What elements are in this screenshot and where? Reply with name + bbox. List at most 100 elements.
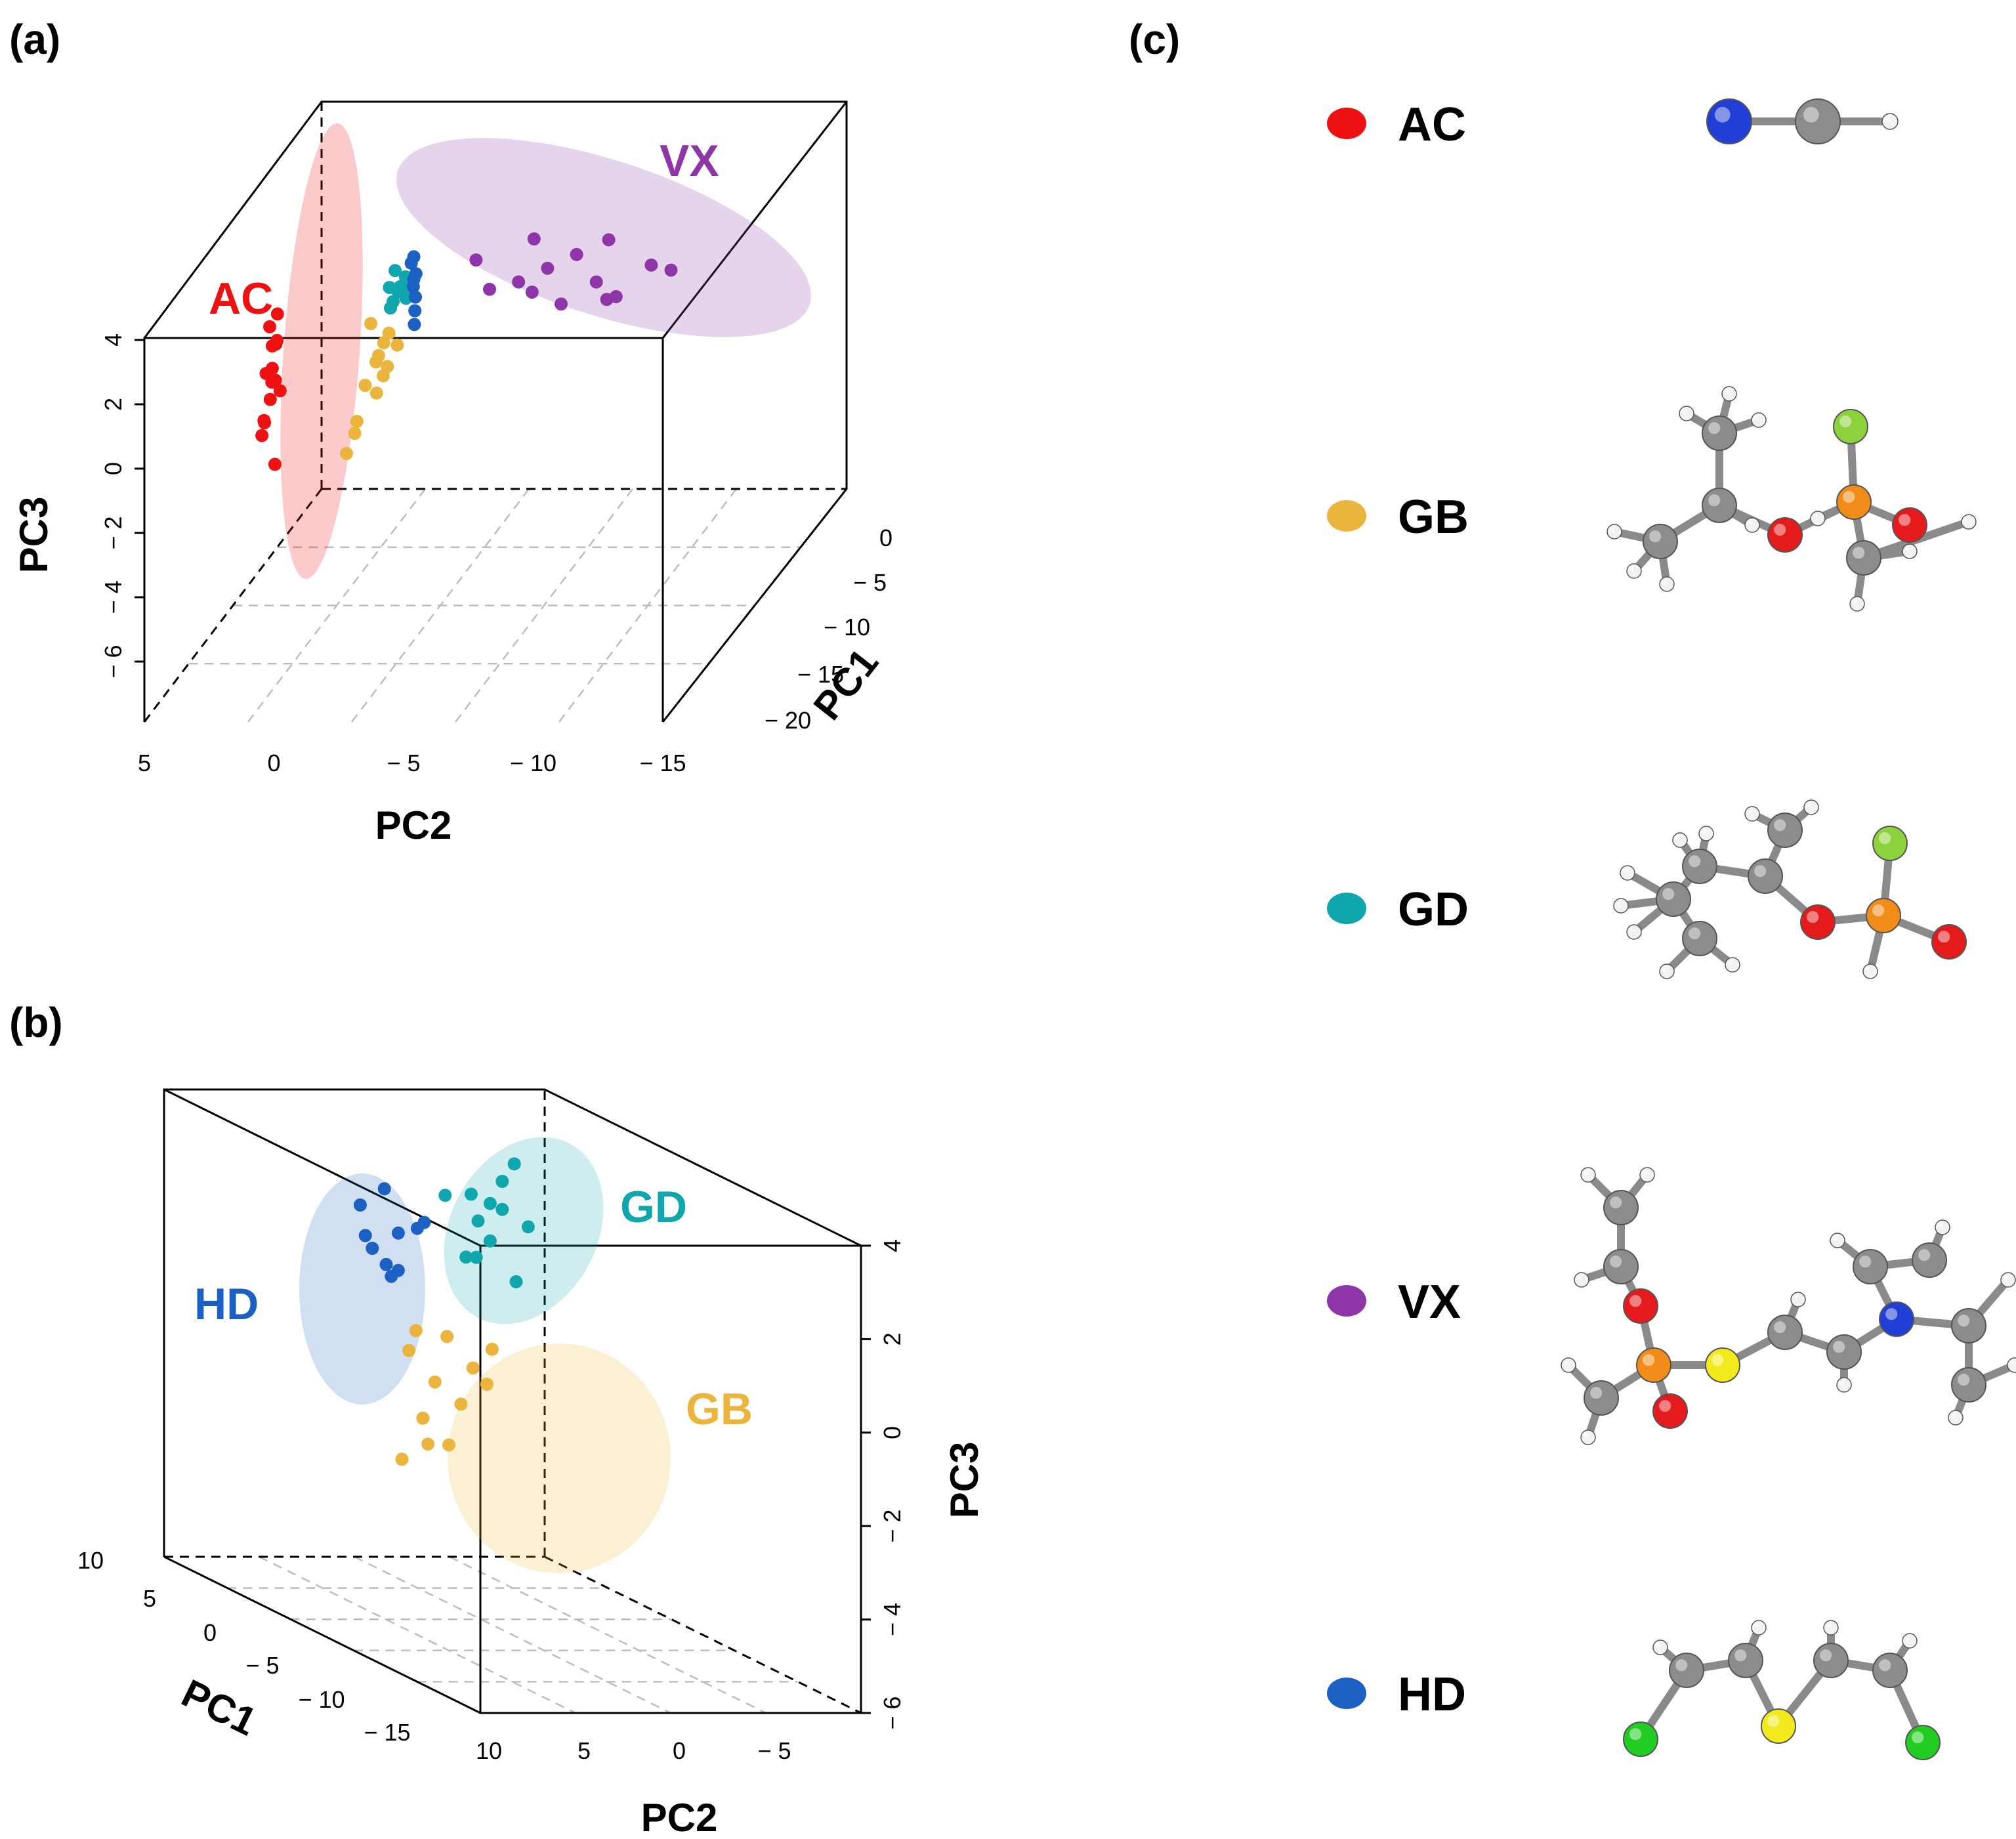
gd-point [495, 1175, 509, 1188]
x-tick-label: 0 [267, 750, 280, 776]
y-tick-label: − 10 [298, 1686, 345, 1713]
ac-point [263, 320, 276, 333]
grid-line [354, 1555, 671, 1714]
z-tick-label: − 6 [100, 645, 127, 678]
y-tick-label: − 15 [364, 1719, 410, 1746]
vx-point [602, 233, 616, 247]
gd-point [384, 301, 397, 315]
y-tick-label: 5 [143, 1585, 156, 1612]
y-tick-label: − 20 [765, 707, 811, 734]
panel-a-x-axis-title: PC2 [375, 803, 452, 847]
gd-point [495, 1202, 509, 1216]
gd-molecule-image [1613, 799, 1967, 979]
grid-line [449, 1555, 766, 1714]
y-tick-label: − 10 [824, 614, 870, 641]
legend-label-hd: HD [1398, 1668, 1466, 1721]
vx-point [570, 247, 583, 261]
grid-line [558, 488, 737, 723]
gd-point [469, 1250, 483, 1264]
gb-point [395, 1452, 409, 1466]
vx-point [664, 263, 678, 277]
panel-a-points [255, 232, 678, 471]
vx-point [525, 285, 539, 299]
y-tick-label: − 15 [797, 661, 844, 688]
hd-molecule-image [1623, 1620, 1941, 1760]
legend-marker-vx [1327, 1285, 1366, 1317]
x-tick-label: 0 [673, 1737, 686, 1764]
ac-point [263, 392, 277, 406]
vx-point [600, 293, 614, 306]
gd-point [459, 1250, 473, 1264]
vx-point [555, 297, 568, 311]
legend-marker-hd [1327, 1678, 1366, 1709]
hd-point [391, 1226, 405, 1240]
cluster-label-hd: HD [194, 1279, 259, 1329]
hd-point [409, 267, 423, 281]
z-tick-label: 0 [100, 462, 127, 475]
panel-a-box-edge [662, 101, 848, 339]
vx-point [527, 232, 541, 245]
hd-point [379, 1258, 393, 1271]
ac-point [255, 429, 269, 442]
legend-label-vx: VX [1398, 1276, 1461, 1328]
gd-point [383, 281, 396, 294]
y-tick-label: 10 [77, 1547, 104, 1574]
x-tick-label: − 5 [757, 1737, 791, 1764]
panel-a-front-face [143, 337, 664, 722]
hd-point [410, 1221, 424, 1235]
panel-b-plot: GD HD GB 4 2 0 − 2 − 4 − 6 10 5 0 − 5 10 5 0 − 5 − 1… [77, 1088, 986, 1839]
gb-point [358, 379, 372, 392]
panel-label-a: (a) [9, 16, 60, 63]
x-tick-label: 10 [476, 1737, 502, 1764]
gb-point [466, 1361, 480, 1375]
cluster-label-gb: GB [686, 1384, 753, 1434]
vx-point [469, 253, 483, 267]
gb-point [416, 1411, 430, 1425]
hd-point [406, 280, 420, 293]
grid-line [259, 1555, 576, 1714]
gb-point [454, 1397, 468, 1411]
gb-point [402, 1343, 416, 1357]
cluster-label-ac: AC [209, 274, 273, 324]
panel-a-y-ticks: 0 − 5 − 10 − 15 − 20 [765, 524, 892, 734]
hd-point [408, 304, 422, 318]
grid-line [351, 488, 530, 723]
vx-point [512, 275, 526, 289]
gb-point [364, 317, 377, 330]
gb-point [485, 1342, 499, 1356]
x-tick-label: 5 [578, 1737, 591, 1764]
gb-point [409, 1324, 423, 1338]
ac-cluster-ellipse [280, 123, 363, 580]
grid-line [455, 488, 633, 723]
panel-a-x-ticks: 5 0 − 5 − 10 − 15 [138, 750, 686, 776]
gb-point [442, 1438, 455, 1452]
z-tick-label: 0 [879, 1426, 906, 1439]
panel-label-b: (b) [9, 999, 63, 1046]
hd-point [409, 290, 422, 304]
gb-point [428, 1375, 442, 1389]
z-tick-label: − 6 [879, 1696, 906, 1729]
x-tick-label: − 15 [639, 750, 686, 776]
grid-line [247, 488, 426, 723]
panel-a-y-axis-title: PC1 [805, 641, 887, 728]
z-tick-label: − 4 [100, 580, 127, 614]
gb-molecule-image [1606, 386, 1977, 612]
legend-label-gb: GB [1398, 491, 1469, 543]
ac-point [273, 384, 287, 398]
hd-point [353, 1198, 367, 1212]
z-tick-label: − 2 [100, 516, 127, 549]
hd-point [408, 318, 421, 331]
vx-point [589, 275, 603, 289]
gd-point [438, 1189, 452, 1202]
ac-point [268, 457, 282, 471]
gb-cluster-ellipse [448, 1343, 671, 1573]
gd-point [521, 1220, 535, 1234]
x-tick-label: 5 [138, 750, 151, 776]
gd-point [509, 1275, 523, 1288]
panel-b-back-edges [163, 1088, 862, 1557]
gb-point [421, 1437, 435, 1451]
hd-point [377, 1182, 391, 1196]
x-tick-label: − 10 [510, 750, 556, 776]
panel-b-points [353, 1157, 535, 1466]
gb-point [382, 326, 396, 340]
